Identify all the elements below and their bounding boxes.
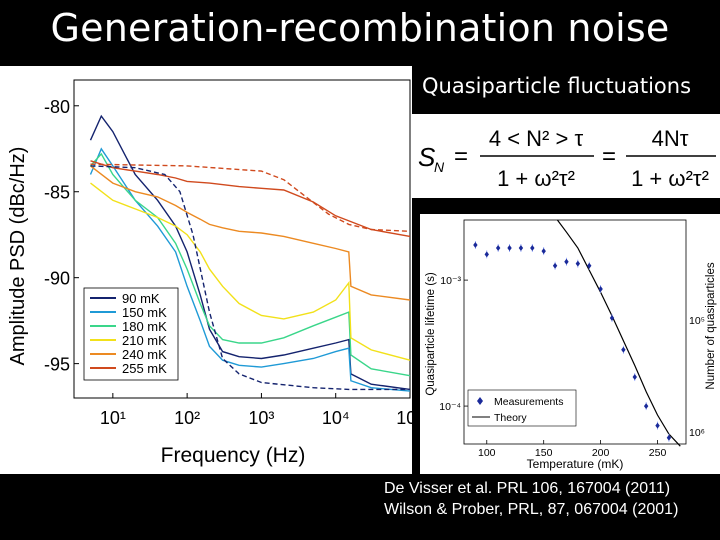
- measurement-point: [564, 258, 569, 265]
- citations: De Visser et al. PRL 106, 167004 (2011) …: [384, 478, 678, 520]
- formula-box: S N = 4 < N² > τ 1 + ω²τ² = 4Nτ 1 + ω²τ²: [412, 114, 720, 198]
- x-tick-label: 10¹: [100, 408, 126, 428]
- lt-right-tick-label: 10⁵: [689, 315, 705, 327]
- series-line-90-mK: [89, 114, 411, 391]
- lt-x-tick-label: 200: [592, 447, 610, 459]
- measurement-point: [507, 244, 512, 251]
- lt-y-tick-label: 10⁻³: [440, 275, 461, 287]
- theory-curve: [556, 219, 681, 447]
- legend-label: 180 mK: [122, 319, 167, 334]
- legend-measurements: Measurements: [494, 396, 563, 408]
- lt-y-tick-label: 10⁻⁴: [439, 401, 461, 413]
- legend-label: 255 mK: [122, 361, 167, 376]
- x-tick-label: 10⁴: [322, 408, 350, 428]
- y-axis-label: Amplitude PSD (dBc/Hz): [7, 147, 29, 366]
- formula-equals-1: =: [454, 143, 468, 170]
- lt-right-axis-label: Number of quasiparticles: [705, 262, 717, 389]
- measurement-point: [609, 315, 615, 322]
- fit-line: [90, 163, 411, 232]
- slide-title: Generation-recombination noise: [50, 6, 670, 50]
- x-tick-label: 10⁵: [396, 408, 412, 428]
- legend-theory: Theory: [494, 412, 527, 424]
- lt-x-tick-label: 150: [535, 447, 553, 459]
- lt-x-tick-label: 250: [649, 447, 667, 459]
- measurement-point: [473, 241, 478, 248]
- formula-denominator-2: 1 + ω²τ²: [631, 166, 709, 191]
- legend-label: 90 mK: [122, 291, 160, 306]
- measurement-legend-marker: [477, 397, 483, 405]
- citation-2: Wilson & Prober, PRL, 87, 067004 (2001): [384, 501, 679, 518]
- citation-1: De Visser et al. PRL 106, 167004 (2011): [384, 480, 671, 497]
- series-line-240-mK: [90, 165, 411, 301]
- lt-y-axis-label: Quasiparticle lifetime (s): [425, 272, 437, 396]
- formula-denominator-1: 1 + ω²τ²: [497, 166, 575, 191]
- formula-numerator-1: 4 < N² > τ: [489, 126, 584, 151]
- formula-numerator-2: 4Nτ: [652, 126, 689, 151]
- measurement-point: [495, 244, 501, 251]
- lifetime-panel: 100 150 200 250 10⁻³ 10⁻⁴ 10⁵ 10⁶ Temperature (…: [420, 214, 720, 474]
- legend-box: [83, 287, 179, 381]
- formula-lhs: S: [418, 142, 436, 172]
- measurement-point: [666, 434, 672, 441]
- measurement-point: [655, 422, 660, 429]
- formula-equals-2: =: [602, 143, 616, 170]
- lt-x-axis-label: Temperature (mK): [527, 457, 624, 471]
- qp-title: Quasiparticle fluctuations: [422, 74, 692, 98]
- noise-spectrum-chart: -80 -85 -90 -95 10¹ 10² 10³ 10⁴ 10⁵ Frequency (H…: [7, 79, 424, 467]
- formula-lhs-sub: N: [434, 159, 445, 175]
- lt-legend: Measurements Theory: [467, 389, 577, 427]
- lifetime-chart: 100 150 200 250 10⁻³ 10⁻⁴ 10⁵ 10⁶ Temperature (…: [425, 219, 717, 471]
- legend-label: 150 mK: [122, 305, 167, 320]
- formula-panel: Quasiparticle fluctuations S N = 4 < N² …: [412, 66, 720, 202]
- y-tick-label: -95: [44, 355, 70, 375]
- y-tick-label: -80: [44, 97, 70, 117]
- fit-line: [90, 165, 410, 391]
- x-tick-label: 10³: [248, 408, 274, 428]
- y-tick-label: -90: [44, 269, 70, 289]
- measurement-point: [518, 244, 524, 251]
- x-axis-label: Frequency (Hz): [161, 444, 306, 467]
- series-line-180-mK: [89, 152, 411, 377]
- measurement-point: [484, 251, 489, 258]
- series-line-255-mK: [90, 160, 411, 238]
- legend-label: 210 mK: [122, 333, 167, 348]
- y-tick-label: -85: [44, 183, 70, 203]
- lt-right-tick-label: 10⁶: [689, 427, 705, 439]
- legend-label: 240 mK: [122, 347, 167, 362]
- series-line-210-mK: [90, 182, 411, 361]
- x-tick-label: 10²: [174, 408, 200, 428]
- noise-spectrum-panel: -80 -85 -90 -95 10¹ 10² 10³ 10⁴ 10⁵ Frequency (H…: [0, 66, 424, 474]
- lt-x-tick-label: 100: [478, 447, 496, 459]
